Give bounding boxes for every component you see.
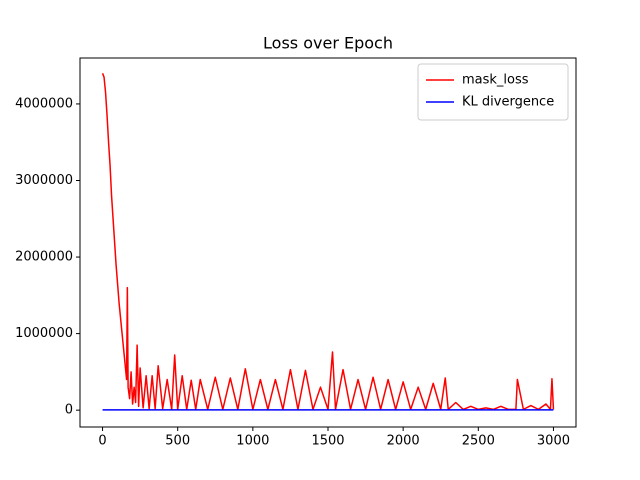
x-tick-label: 1500	[311, 434, 344, 449]
y-tick-label: 4000000	[15, 96, 73, 111]
chart-title: Loss over Epoch	[263, 34, 393, 53]
x-tick-label: 0	[98, 434, 106, 449]
x-tick-label: 3000	[537, 434, 570, 449]
legend-label: KL divergence	[462, 95, 554, 110]
x-tick-label: 500	[165, 434, 190, 449]
y-tick-label: 0	[65, 403, 73, 418]
legend-box	[417, 63, 569, 121]
y-tick-label: 3000000	[15, 173, 73, 188]
legend-label: mask_loss	[462, 73, 529, 88]
plot-frame	[79, 57, 577, 428]
x-tick-label: 2500	[462, 434, 495, 449]
x-tick-label: 1000	[236, 434, 269, 449]
y-tick-label: 1000000	[15, 326, 73, 341]
y-tick-label: 2000000	[15, 250, 73, 265]
x-tick-label: 2000	[387, 434, 420, 449]
